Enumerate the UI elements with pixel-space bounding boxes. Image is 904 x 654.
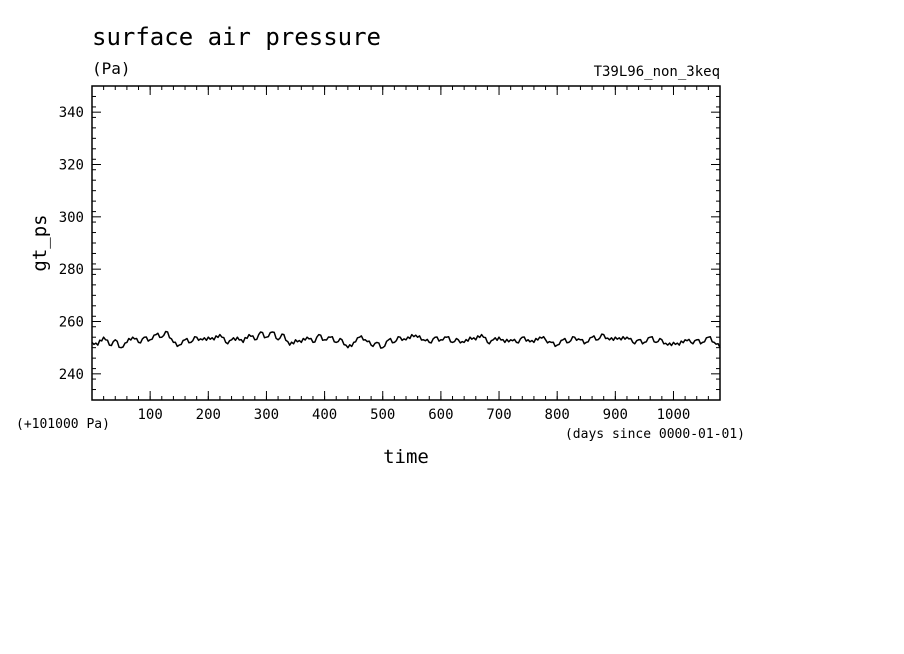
plot-frame (91, 85, 721, 401)
x-units-label: (days since 0000-01-01) (565, 427, 745, 442)
x-tick-label: 700 (486, 407, 511, 423)
y-offset-label: (+101000 Pa) (16, 417, 110, 432)
x-tick-label: 500 (370, 407, 395, 423)
x-axis-label: time (383, 446, 429, 468)
x-tick-label: 200 (196, 407, 221, 423)
y-tick-labels: 240 260 280 300 320 340 (59, 105, 84, 383)
x-tick-label: 1000 (657, 407, 691, 423)
series-line (91, 330, 721, 349)
x-tick-label: 800 (545, 407, 570, 423)
x-tick-label: 300 (254, 407, 279, 423)
x-tick-label: 100 (137, 407, 162, 423)
x-tick-label: 600 (428, 407, 453, 423)
x-tick-label: 400 (312, 407, 337, 423)
x-tick-labels: 100 200 300 400 500 600 700 800 900 1000 (137, 407, 690, 423)
y-tick-label: 300 (59, 210, 84, 226)
chart-title: surface air pressure (92, 23, 381, 51)
y-axis-label: gt_ps (29, 214, 51, 271)
y-tick-label: 280 (59, 262, 84, 278)
y-tick-label: 320 (59, 158, 84, 174)
y-tick-label: 260 (59, 315, 84, 331)
y-tick-label: 240 (59, 367, 84, 383)
run-label: T39L96_non_3keq (594, 64, 720, 80)
axis-ticks (92, 86, 720, 400)
chart-units: (Pa) (92, 59, 131, 78)
x-tick-label: 900 (603, 407, 628, 423)
y-tick-label: 340 (59, 105, 84, 121)
